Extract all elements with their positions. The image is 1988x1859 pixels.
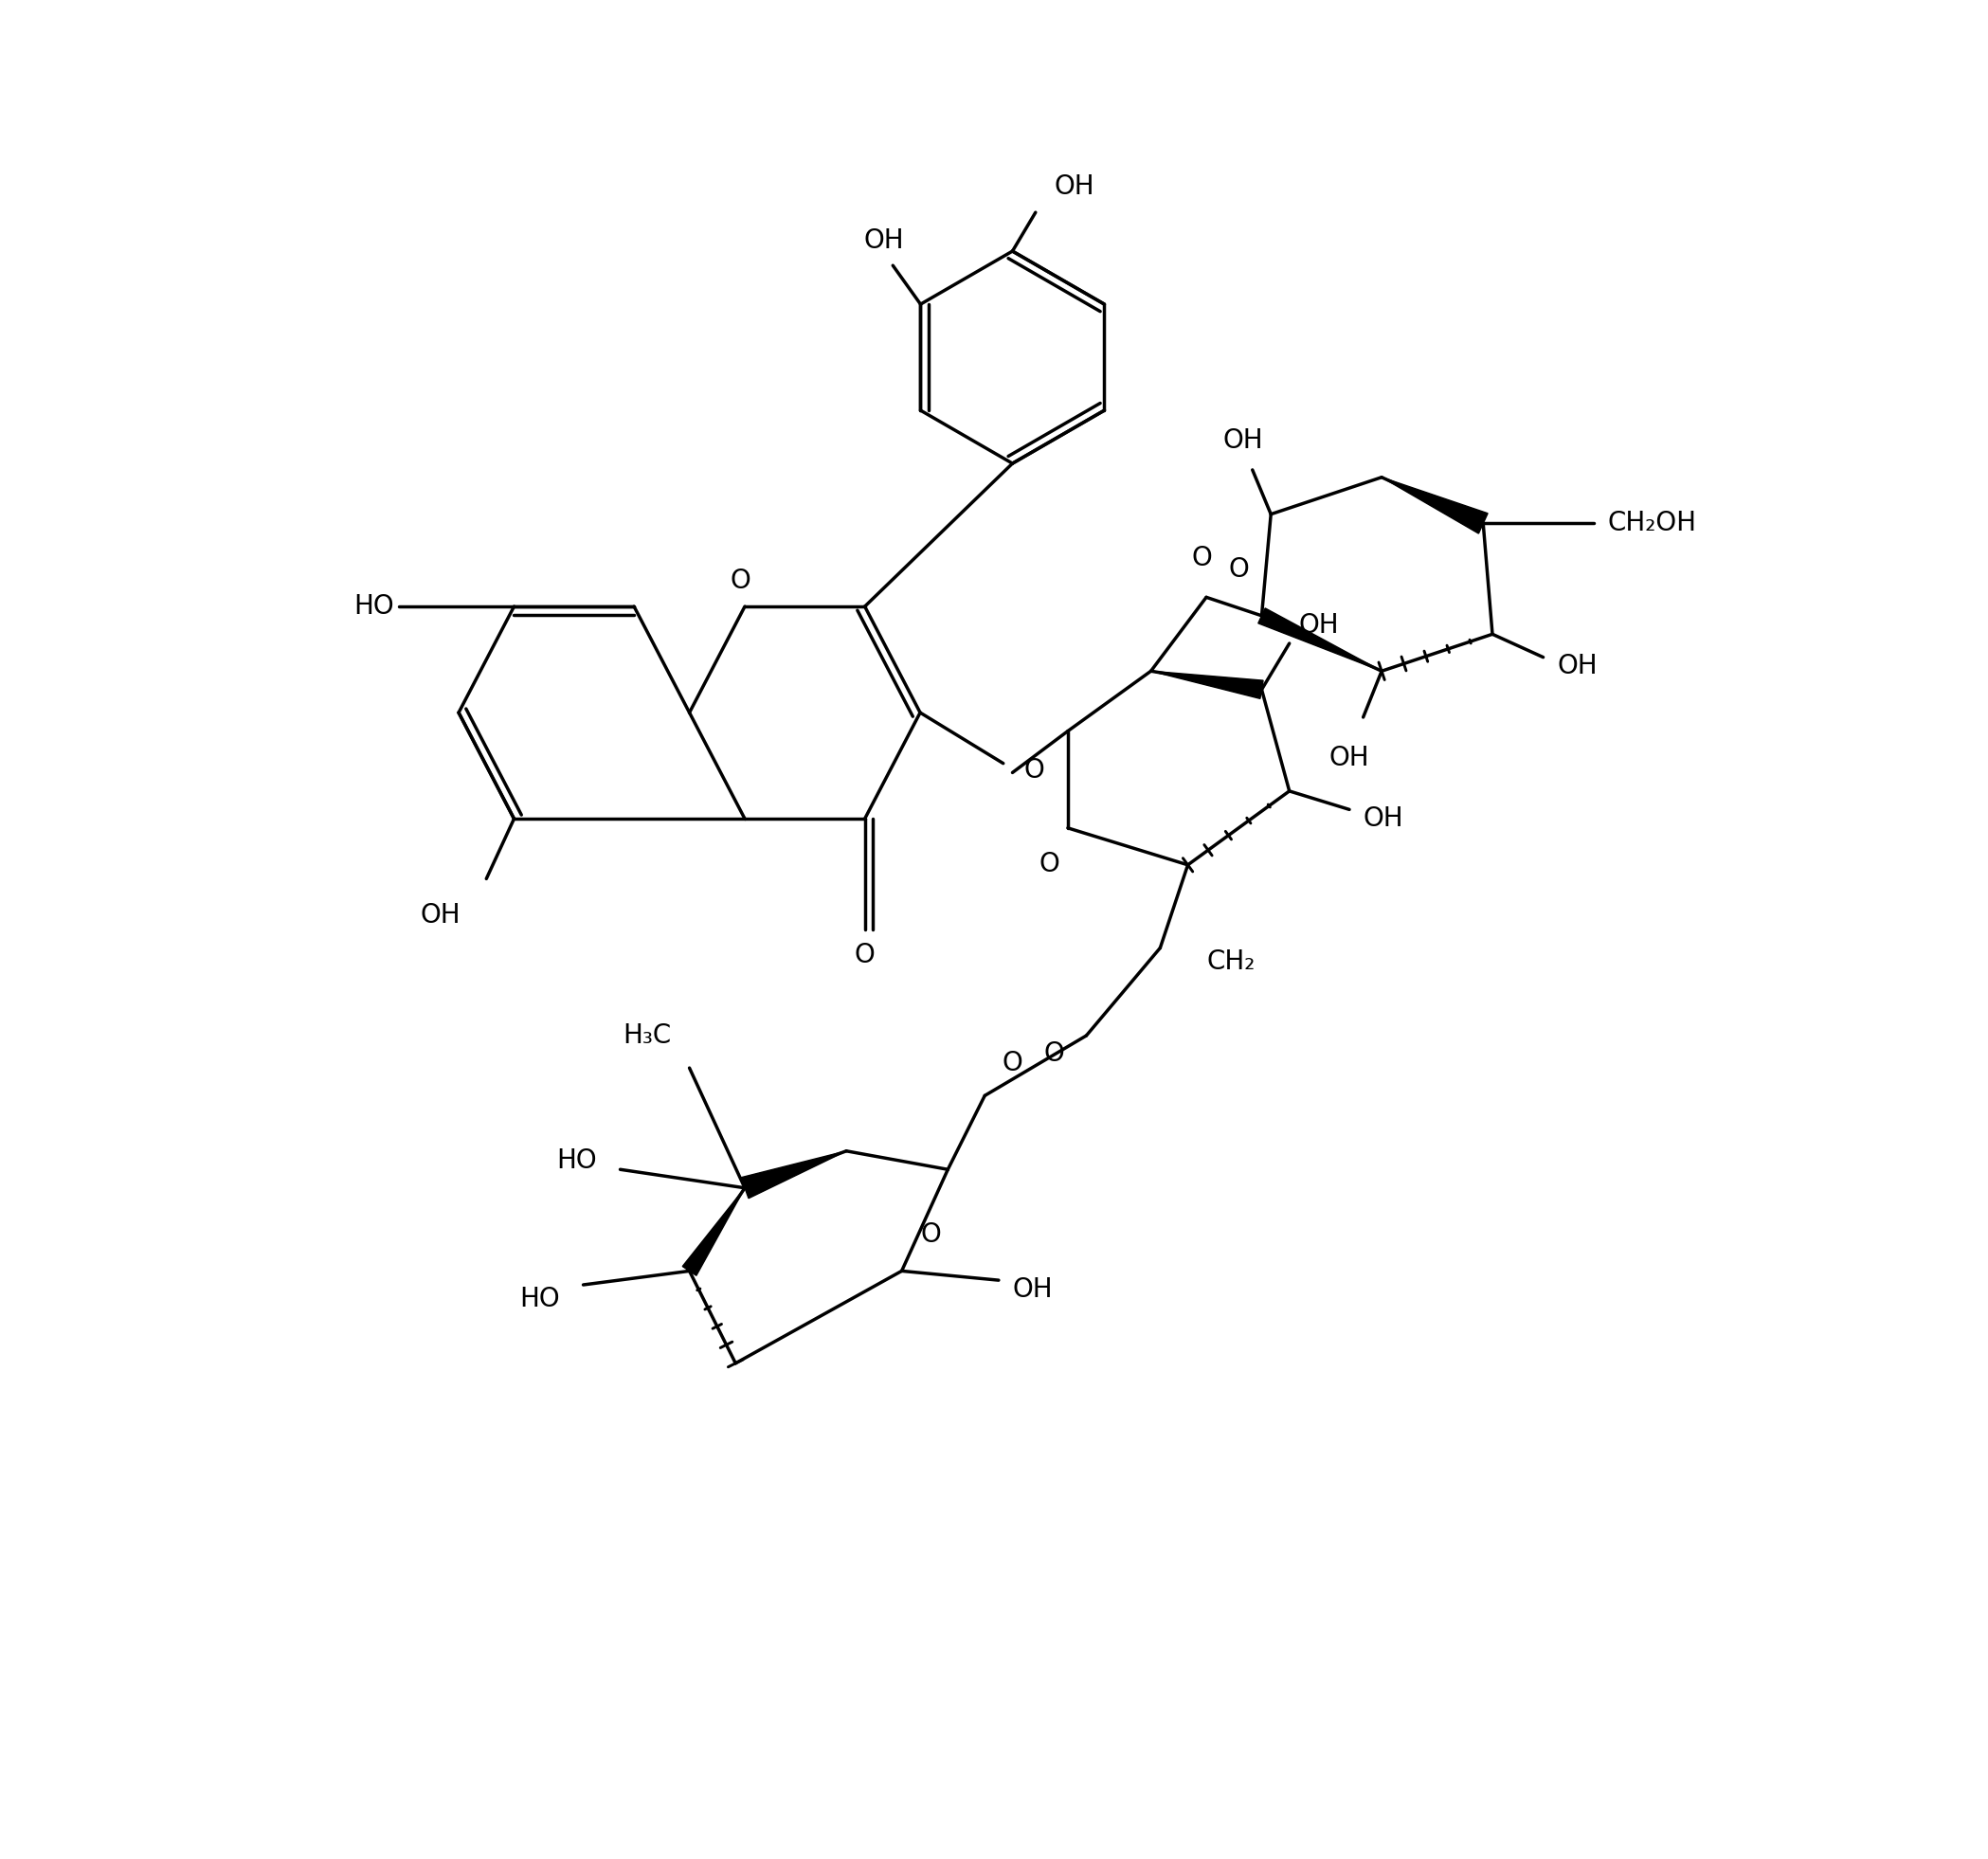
- Polygon shape: [1258, 608, 1382, 671]
- Text: OH: OH: [1012, 1275, 1054, 1303]
- Text: O: O: [1044, 1041, 1064, 1067]
- Text: OH: OH: [863, 227, 905, 253]
- Text: O: O: [1191, 545, 1213, 571]
- Text: H₃C: H₃C: [622, 1022, 672, 1048]
- Text: OH: OH: [1223, 428, 1264, 454]
- Polygon shape: [1151, 671, 1262, 699]
- Text: O: O: [1229, 556, 1248, 584]
- Text: OH: OH: [1298, 612, 1340, 638]
- Polygon shape: [742, 1151, 847, 1199]
- Text: O: O: [1024, 757, 1044, 784]
- Polygon shape: [682, 1188, 746, 1275]
- Text: HO: HO: [519, 1285, 561, 1312]
- Text: O: O: [730, 567, 751, 593]
- Text: OH: OH: [1364, 805, 1404, 833]
- Polygon shape: [1382, 478, 1487, 534]
- Text: CH₂: CH₂: [1207, 948, 1254, 976]
- Text: OH: OH: [1054, 175, 1093, 201]
- Text: O: O: [855, 943, 875, 969]
- Text: O: O: [1040, 851, 1060, 877]
- Text: O: O: [1002, 1050, 1022, 1076]
- Text: OH: OH: [419, 902, 461, 928]
- Text: O: O: [920, 1221, 940, 1247]
- Text: OH: OH: [1330, 745, 1370, 771]
- Text: HO: HO: [354, 593, 394, 619]
- Text: OH: OH: [1557, 653, 1598, 680]
- Text: CH₂OH: CH₂OH: [1608, 509, 1698, 537]
- Text: HO: HO: [557, 1147, 596, 1173]
